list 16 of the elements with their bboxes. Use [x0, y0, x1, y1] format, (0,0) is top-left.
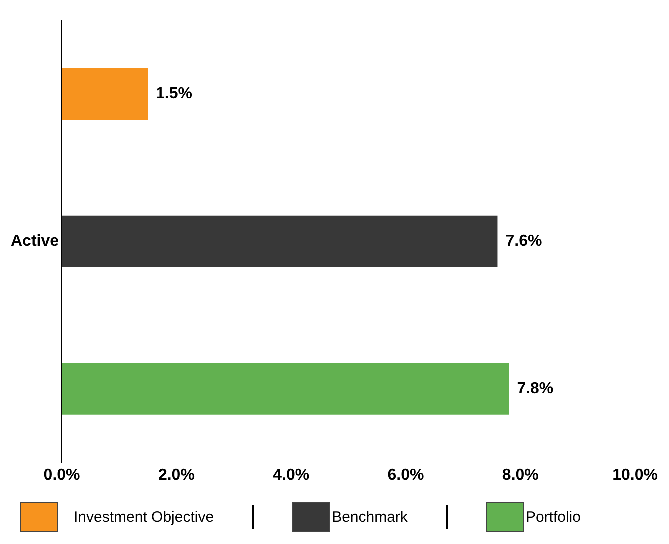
legend-label: Benchmark — [332, 508, 408, 526]
y-tick-label: Active — [10, 233, 60, 250]
x-tick-label: 10.0% — [612, 466, 658, 484]
legend-label: Portfolio — [526, 508, 581, 526]
bar — [62, 216, 498, 268]
data-label: 7.8% — [517, 380, 554, 398]
x-tick-label: 4.0% — [273, 466, 310, 484]
data-label: 1.5% — [156, 86, 192, 103]
x-tick-label: 6.0% — [388, 466, 424, 484]
legend-label: Investment Objective — [74, 508, 214, 526]
bar — [62, 363, 510, 415]
bar — [62, 68, 148, 120]
x-tick-label: 2.0% — [158, 466, 195, 484]
data-label: 7.6% — [506, 233, 542, 250]
x-tick-label: 8.0% — [502, 466, 539, 484]
x-tick-label: 0.0% — [44, 466, 80, 484]
